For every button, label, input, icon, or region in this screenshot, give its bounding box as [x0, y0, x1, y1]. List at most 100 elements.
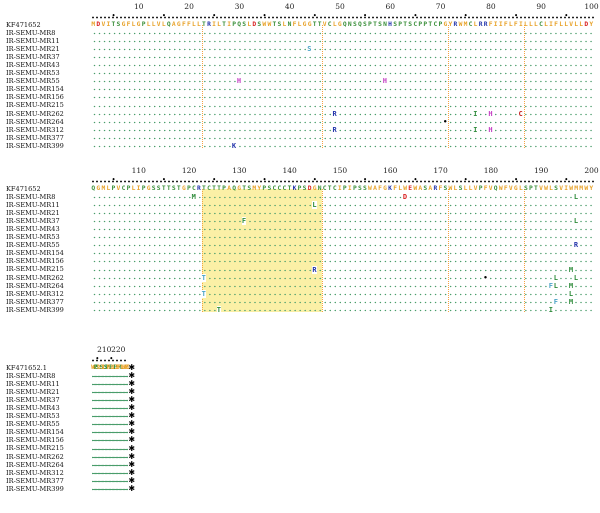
sample-name: IR-SEMU-MR53	[6, 233, 60, 242]
reference-residue: S	[302, 185, 307, 192]
identity-dots	[91, 72, 595, 76]
stop-codon-marker: ✱	[128, 371, 136, 381]
ruler-number: 60	[385, 2, 396, 11]
sample-name: IR-SEMU-MR154	[6, 249, 64, 258]
sample-name: IR-SEMU-MR53	[6, 69, 60, 78]
substitution-residue: T	[216, 305, 221, 314]
reference-residue: W	[413, 185, 418, 192]
reference-residue: P	[368, 21, 372, 28]
reference-residue: M	[579, 185, 584, 192]
reference-residue: L	[574, 21, 579, 28]
reference-residue: L	[398, 185, 403, 192]
reference-residue: W	[121, 364, 126, 371]
identity-dots	[91, 64, 595, 68]
reference-residue: G	[443, 21, 448, 28]
identity-dots	[91, 391, 128, 395]
reference-residue: R	[433, 185, 438, 192]
reference-residue: S	[423, 185, 428, 192]
ruler-number: 160	[383, 166, 398, 175]
reference-residue: F	[117, 364, 122, 371]
stop-codon-marker: ✱	[128, 395, 136, 405]
reference-residue: S	[523, 185, 528, 192]
identity-dots	[91, 276, 595, 280]
reference-residue: F	[106, 364, 111, 371]
stop-marker: •	[443, 117, 448, 126]
reference-residue: I	[126, 364, 130, 371]
sample-name: IR-SEMU-MR312	[6, 125, 64, 134]
reference-residue: F	[181, 21, 186, 28]
identity-dots	[91, 268, 595, 272]
ruler-number: 150	[332, 166, 348, 175]
reference-residue: Y	[257, 185, 262, 192]
reference-residue: W	[91, 364, 95, 371]
sample-name: IR-SEMU-MR156	[6, 257, 64, 266]
reference-residue: W	[262, 21, 267, 28]
sample-name: IR-SEMU-MR8	[6, 193, 56, 202]
ruler-bullet: •	[463, 12, 468, 20]
reference-residue: L	[102, 364, 107, 371]
reference-residue: G	[337, 21, 342, 28]
ruler-bullet: •	[363, 12, 368, 20]
identity-dots	[91, 96, 595, 100]
reference-residue: Q	[91, 185, 96, 192]
reference-residue: L	[192, 21, 196, 28]
reference-residue: Q	[493, 185, 498, 192]
sample-name: IR-SEMU-MR377	[6, 133, 64, 142]
substitution-residue: I	[473, 109, 478, 118]
reference-residue: T	[373, 21, 377, 28]
ruler-number: 80	[486, 2, 496, 11]
identity-dots	[91, 228, 595, 232]
reference-residue: W	[403, 185, 408, 192]
reference-residue: L	[161, 21, 166, 28]
sample-name: IR-SEMU-MR8	[6, 29, 56, 38]
reference-residue: F	[483, 185, 488, 192]
substitution-residue: L	[573, 217, 579, 226]
identity-dots	[91, 32, 595, 36]
ruler-bullet: •	[161, 176, 166, 184]
reference-residue: L	[106, 185, 111, 192]
reference-residue: N	[383, 21, 387, 28]
reference-residue: G	[307, 21, 312, 28]
reference-residue: C	[192, 185, 196, 192]
sample-name: IR-SEMU-MR21	[6, 209, 60, 218]
reference-residue: F	[126, 21, 131, 28]
substitution-residue: D	[402, 193, 408, 202]
reference-residue: I	[337, 185, 342, 192]
reference-residue: P	[105, 364, 109, 371]
sample-name: IR-SEMU-MR312	[6, 289, 64, 298]
reference-residue: P	[418, 21, 423, 28]
reference-residue: L	[534, 21, 538, 28]
reference-residue: P	[141, 185, 146, 192]
reference-residue: W	[368, 185, 372, 192]
reference-residue: L	[332, 21, 337, 28]
sample-name: IR-SEMU-MR21	[6, 45, 60, 54]
substitution-residue: F	[241, 217, 247, 226]
reference-residue: G	[96, 185, 101, 192]
sequence-names: KF471652 IR-SEMU-MR8 IR-SEMU-MR11 IR-SEMU-M…	[6, 21, 64, 150]
substitution-residue: L	[573, 193, 579, 202]
stop-codon-marker: ✱	[128, 443, 136, 453]
stop-codon-marker: ✱	[128, 483, 136, 493]
reference-residue: N	[317, 185, 322, 192]
identity-dots	[91, 423, 128, 427]
reference-residue: L	[297, 21, 302, 28]
stop-marker: •	[483, 273, 488, 282]
reference-residue: P	[232, 21, 237, 28]
reference-residue: S	[277, 21, 282, 28]
reference-residue: L	[518, 185, 523, 192]
reference-residue: T	[242, 185, 247, 192]
reference-residue: G	[136, 21, 141, 28]
ruler-bullet: •	[161, 12, 166, 20]
sample-name: IR-SEMU-MR37	[6, 396, 60, 405]
position-ruler: 210 • 220 •	[0, 345, 600, 365]
substitution-residue: M	[191, 193, 196, 202]
reference-residue: S	[116, 21, 121, 28]
reference-residue: D	[584, 21, 589, 28]
reference-residue: N	[347, 21, 352, 28]
ruler-bullet: •	[212, 12, 217, 20]
sample-name: IR-SEMU-MR154	[6, 428, 64, 437]
ruler-number: 100	[584, 2, 599, 11]
sample-name: IR-SEMU-MR262	[6, 109, 64, 118]
sample-name: IR-SEMU-MR215	[6, 101, 64, 110]
identity-dots	[91, 463, 128, 467]
